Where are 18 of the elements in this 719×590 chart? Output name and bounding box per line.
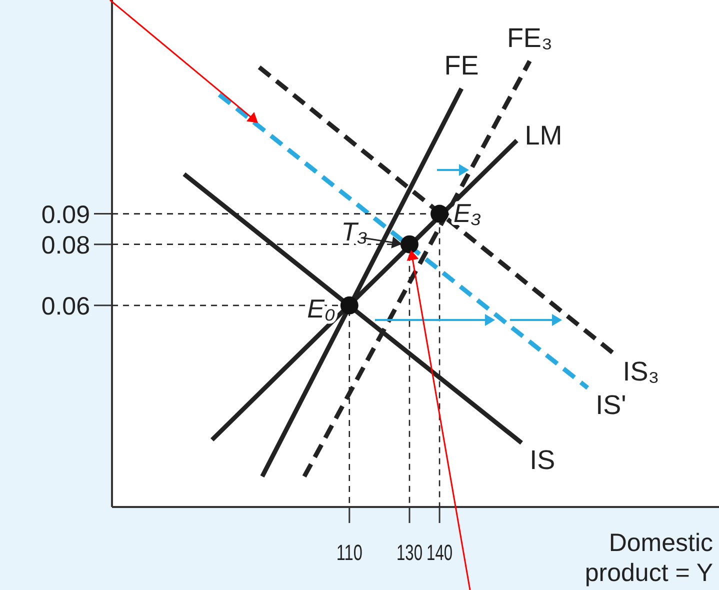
point <box>430 204 449 223</box>
series-label: IS₃ <box>622 356 660 386</box>
y-tick-label: 0.09 <box>41 200 90 229</box>
annotation: E₀ <box>307 293 336 324</box>
series-label: FE <box>444 50 479 81</box>
annotation: E₃ <box>454 198 482 228</box>
series-label: LM <box>524 120 562 150</box>
x-tick-label: 110 <box>336 540 372 565</box>
y-tick-label: 0.06 <box>41 292 90 320</box>
point <box>340 296 358 314</box>
point <box>400 235 418 254</box>
series-label: FE₃ <box>506 23 552 54</box>
series-label: IS <box>530 444 556 475</box>
series-label: IS' <box>596 390 626 420</box>
annotation: T₃ <box>341 216 368 246</box>
y-tick-label: 0.08 <box>41 231 90 260</box>
x-tick-label: 140 <box>426 540 464 565</box>
x-axis-title: Domestic product = Y <box>584 529 714 587</box>
